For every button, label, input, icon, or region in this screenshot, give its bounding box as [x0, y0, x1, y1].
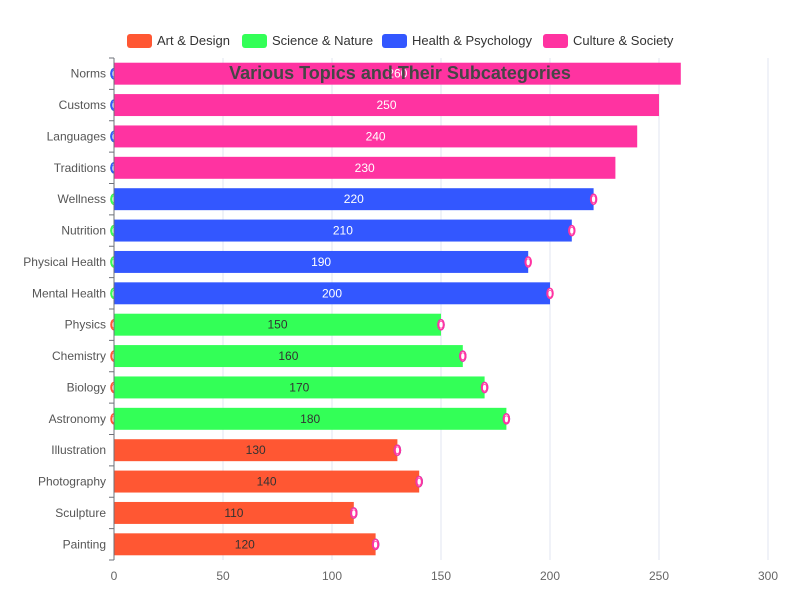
bar[interactable]: [114, 439, 398, 462]
x-tick-label: 150: [431, 569, 451, 583]
category-label: Illustration: [51, 443, 106, 457]
zero-value-marker: [589, 193, 598, 205]
category-label: Sculpture: [55, 506, 106, 520]
bar[interactable]: [114, 407, 507, 430]
category-label: Chemistry: [52, 349, 106, 363]
chart-title: Various Topics and Their Subcategories: [229, 63, 571, 83]
bar-value-label: 190: [311, 255, 331, 269]
legend-label: Culture & Society: [573, 33, 674, 48]
bar[interactable]: [114, 313, 441, 336]
category-label: Customs: [59, 98, 106, 112]
category-label: Physics: [65, 318, 106, 332]
x-tick-label: 0: [111, 569, 118, 583]
category-label: Photography: [38, 475, 106, 489]
bar-value-label: 170: [289, 380, 309, 394]
category-label: Norms: [71, 67, 106, 81]
zero-value-marker: [350, 507, 358, 519]
bar-value-label: 120: [235, 537, 255, 551]
legend-label: Art & Design: [157, 33, 230, 48]
axis-layer: 0 50 100 150 200 250 300 Painting Sculpture Photo…: [23, 57, 778, 583]
category-label: Astronomy: [49, 412, 106, 426]
zero-value-label: 0: [394, 445, 400, 457]
bar[interactable]: [114, 219, 572, 242]
zero-value-marker: [415, 475, 423, 488]
zero-value-marker: [568, 224, 576, 237]
bar[interactable]: [114, 345, 463, 368]
zero-value-label: 0: [482, 382, 488, 394]
bar-value-label: 220: [344, 192, 364, 206]
legend-item[interactable]: Culture & Society: [543, 33, 674, 48]
bar[interactable]: [114, 250, 529, 273]
zero-value-label: 0: [373, 539, 379, 551]
legend-swatch: [127, 34, 152, 48]
bar[interactable]: [114, 533, 376, 556]
bar-value-label: 230: [355, 161, 375, 175]
zero-value-label: 0: [503, 414, 509, 426]
bar-value-label: 110: [224, 506, 243, 520]
bar-value-label: 140: [257, 475, 277, 489]
bar[interactable]: [114, 376, 485, 399]
bar[interactable]: [114, 282, 550, 305]
bar-value-label: 160: [278, 349, 298, 363]
bar-value-label: 260: [387, 67, 407, 81]
category-label: Physical Health: [23, 255, 106, 269]
category-label: Traditions: [54, 161, 106, 175]
bar[interactable]: [114, 188, 594, 211]
legend-swatch: [242, 34, 267, 48]
zero-value-label: 0: [438, 320, 444, 332]
bar[interactable]: [114, 156, 616, 179]
zero-value-label: 0: [416, 477, 422, 489]
legend-swatch: [543, 34, 568, 48]
x-tick-label: 100: [322, 569, 342, 583]
zero-value-marker: [546, 287, 554, 300]
category-label: Mental Health: [32, 286, 106, 300]
category-label: Wellness: [58, 192, 106, 206]
legend[interactable]: Art & Design Science & Nature Health & Psy…: [127, 33, 674, 48]
bar-value-label: 250: [376, 98, 396, 112]
category-label: Painting: [63, 537, 106, 551]
bar-value-label: 180: [300, 412, 320, 426]
legend-label: Science & Nature: [272, 33, 373, 48]
legend-swatch: [382, 34, 407, 48]
zero-value-marker: [371, 538, 380, 551]
category-label: Nutrition: [61, 224, 106, 238]
zero-value-label: 0: [591, 194, 597, 206]
zero-value-label: 0: [547, 288, 553, 300]
bar[interactable]: [114, 94, 659, 117]
zero-value-label: 0: [460, 351, 466, 363]
x-tick-label: 200: [540, 569, 560, 583]
x-tick-label: 50: [216, 569, 230, 583]
zero-value-marker: [393, 444, 402, 456]
zero-value-marker: [480, 381, 489, 394]
zero-value-marker: [524, 256, 532, 268]
zero-value-marker: [459, 350, 467, 362]
bar-value-label: 130: [246, 443, 266, 457]
zero-value-marker: [437, 318, 445, 331]
bar[interactable]: [114, 125, 638, 148]
bar-value-label: 150: [267, 318, 287, 332]
zero-value-label: 0: [569, 226, 575, 238]
x-tick-label: 250: [649, 569, 669, 583]
bar[interactable]: [114, 501, 354, 524]
legend-item[interactable]: Science & Nature: [242, 33, 373, 48]
legend-item[interactable]: Health & Psychology: [382, 33, 532, 48]
bar-value-label: 210: [333, 224, 353, 238]
bar-value-label: 200: [322, 286, 342, 300]
x-tick-label: 300: [758, 569, 778, 583]
zero-value-marker: [502, 413, 511, 425]
category-label: Languages: [47, 129, 106, 143]
legend-label: Health & Psychology: [412, 33, 532, 48]
legend-item[interactable]: Art & Design: [127, 33, 230, 48]
zero-value-label: 0: [525, 257, 531, 269]
bars-layer: 1201101401300000000000000000180170160150…: [110, 62, 681, 556]
zero-value-label: 0: [351, 508, 357, 520]
bar[interactable]: [114, 470, 420, 493]
category-label: Biology: [67, 380, 106, 394]
bar[interactable]: [114, 62, 681, 85]
bar-value-label: 240: [366, 129, 386, 143]
